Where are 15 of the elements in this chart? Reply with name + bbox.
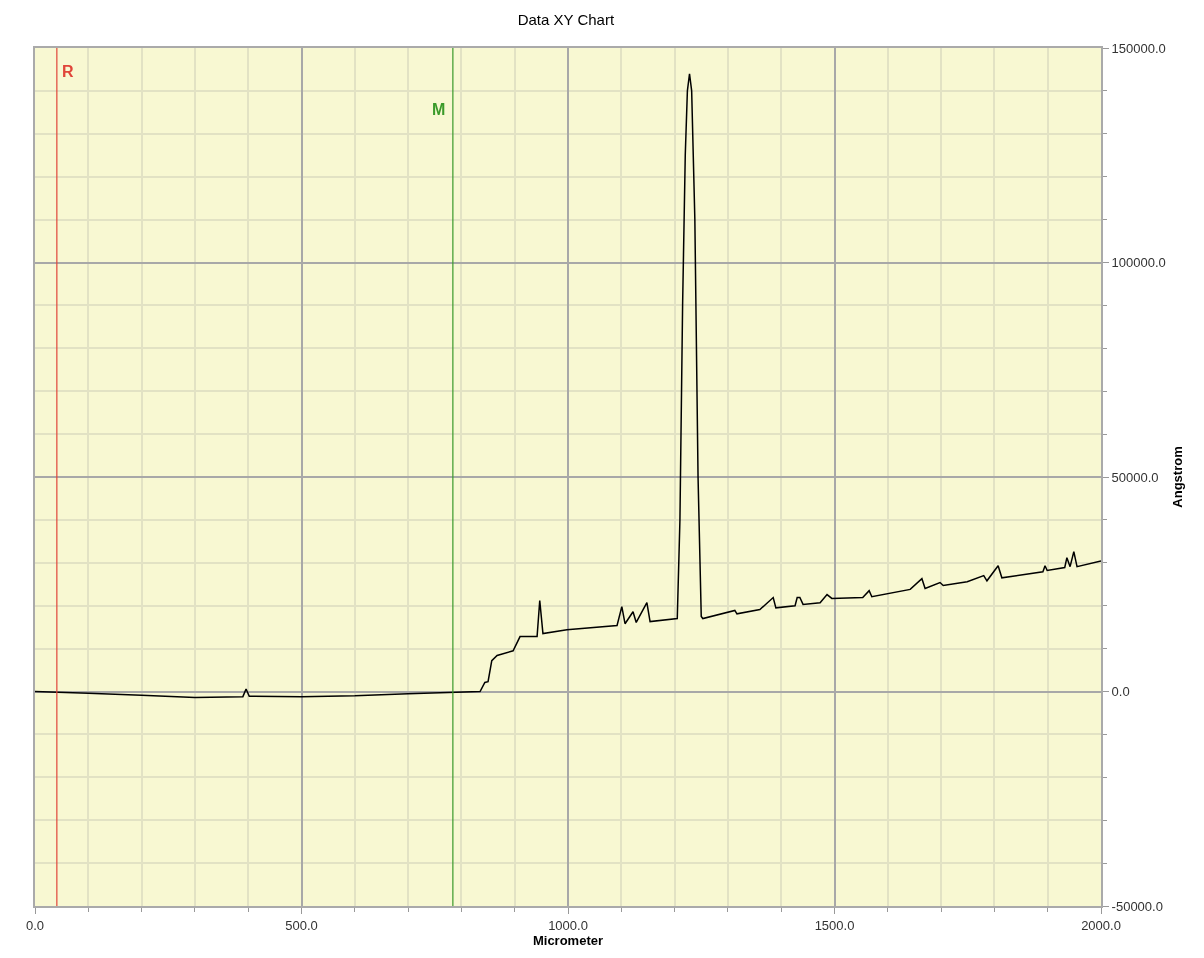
x-axis-title: Micrometer bbox=[532, 932, 604, 948]
x-tick-label: 1000.0 bbox=[548, 917, 588, 933]
y-axis-title: Angstrom bbox=[1169, 446, 1185, 508]
x-tick-label: 1500.0 bbox=[814, 917, 855, 933]
ref-line-label: R bbox=[62, 63, 74, 80]
y-tick-label: 0.0 bbox=[1111, 684, 1130, 700]
ref-line-label: M bbox=[432, 101, 446, 118]
x-tick-label: 2000.0 bbox=[1081, 917, 1121, 933]
y-tick-label: 100000.0 bbox=[1111, 255, 1166, 271]
chart-title: Data XY Chart bbox=[517, 10, 615, 28]
y-tick-label: 50000.0 bbox=[1111, 469, 1159, 485]
y-tick-label: 150000.0 bbox=[1111, 40, 1166, 56]
x-tick-label: 500.0 bbox=[285, 917, 318, 933]
x-tick-label: 0.0 bbox=[25, 917, 45, 933]
y-tick-label: -50000.0 bbox=[1111, 898, 1163, 914]
